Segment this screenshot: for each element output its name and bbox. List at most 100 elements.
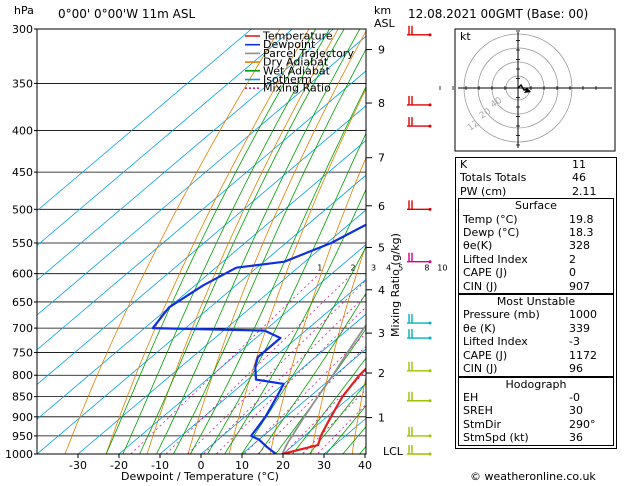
pressure-tick-label: 900 [12, 411, 33, 424]
parcel-trajectory-line [281, 323, 366, 454]
mixing-ratio-line [316, 403, 366, 454]
wet-adiabat [207, 132, 366, 454]
pressure-tick-label: 300 [12, 23, 33, 36]
mixing-ratio-line [257, 345, 366, 454]
surface-row: θe(K) 328 [463, 239, 590, 253]
isotherm [118, 244, 366, 454]
wet-adiabat [139, 29, 345, 454]
wet-adiabat [275, 328, 366, 454]
temperature-tick-label: 10 [235, 459, 249, 472]
hpa-unit-label: hPa [14, 4, 34, 17]
pressure-tick-label: 650 [12, 296, 33, 309]
pressure-tick-label: 1000 [5, 448, 33, 461]
most-unstable-row: Pressure (mb) 1000 [463, 308, 597, 322]
wet-adiabat [325, 405, 366, 454]
wind-barb [407, 95, 432, 107]
surface-title: Surface [515, 199, 557, 213]
height-tick-label: 3 [378, 327, 385, 340]
wet-adiabat [308, 382, 366, 454]
temperature-tick-label: 40 [358, 459, 372, 472]
dry-adiabat [269, 156, 366, 454]
legend-label: Dry Adiabat [263, 56, 329, 69]
legend-label: Parcel Trajectory [263, 47, 354, 60]
mixing-ratio-line [130, 273, 320, 454]
most-unstable-row: CAPE (J) 1172 [463, 348, 597, 362]
surface-row: CAPE (J) 0 [463, 266, 576, 280]
surface-row: Dewp (°C) 18.3 [463, 226, 594, 240]
hodograph: kt 40 20 12 [439, 28, 616, 152]
hodograph-indices-box: Hodograph EH -0 SREH 30 StmDir 290° StmSpd … [458, 376, 614, 446]
isotherm [159, 278, 366, 454]
legend-label: Wet Adiabat [263, 64, 331, 77]
dry-adiabat [310, 244, 366, 454]
wind-barb [407, 117, 432, 128]
mixing-ratio-line [243, 332, 366, 454]
hodograph-row: SREH 30 [463, 404, 583, 418]
wind-barb [407, 391, 432, 403]
km-unit-label: km [374, 4, 391, 17]
isotherm [241, 348, 366, 454]
mixing-ratio-line [215, 306, 366, 454]
legend-label: Temperature [262, 30, 333, 43]
wind-barb [407, 361, 432, 373]
height-tick-label: 6 [378, 200, 385, 213]
temperature-tick-label: 20 [276, 459, 290, 472]
mixing-ratio-label: 8 [424, 264, 429, 273]
dry-adiabat [146, 29, 339, 454]
wind-barb [407, 329, 432, 340]
isotherm [37, 70, 366, 351]
hodograph-unit-label: kt [460, 30, 471, 43]
mixing-ratio-axis-title: Mixing Ratio (g/kg) [389, 233, 402, 337]
mixing-ratio-label: 10 [437, 264, 447, 273]
most-unstable-row: CIN (J) 96 [463, 362, 583, 376]
dry-adiabat [228, 87, 366, 454]
isotherm [37, 29, 252, 212]
surface-row: Lifted Index 2 [463, 252, 576, 266]
dry-adiabat [64, 29, 281, 454]
x-axis-title: Dewpoint / Temperature (°C) [121, 470, 279, 483]
index-row-pw: PW (cm) 2.11 [460, 184, 597, 198]
wet-adiabat [291, 357, 366, 454]
temperature-tick-label: 0 [198, 459, 205, 472]
location-label: 0°00' 0°00'W 11m ASL [58, 7, 196, 21]
wet-adiabat [189, 85, 366, 454]
dry-adiabat [187, 30, 366, 454]
isotherm [37, 105, 366, 386]
legend-label: Mixing Ratio [263, 82, 331, 95]
isotherm [37, 35, 366, 316]
mixing-ratio-line [202, 294, 366, 454]
temperature-tick-label: -20 [110, 459, 128, 472]
height-tick-label: 9 [378, 44, 385, 57]
mixing-ratio-label: 5 [398, 264, 403, 273]
pressure-tick-label: 450 [12, 166, 33, 179]
pressure-tick-label: 500 [12, 203, 33, 216]
dry-adiabat [351, 375, 366, 454]
isotherm [200, 313, 366, 454]
stability-indices-panel: K 11 Totals Totals 46 PW (cm) 2.11 Surface … [455, 157, 617, 449]
wet-adiabat [122, 29, 330, 454]
wind-barb [407, 426, 432, 438]
pressure-tick-label: 750 [12, 346, 33, 359]
wet-adiabat [224, 188, 366, 454]
legend-label: Dewpoint [263, 38, 316, 51]
storm-motion-marker [524, 88, 531, 93]
dry-adiabat [105, 29, 310, 454]
pressure-tick-label: 700 [12, 322, 33, 335]
lcl-label: LCL [383, 445, 404, 458]
temperature-tick-label: -30 [69, 459, 87, 472]
most-unstable-row: θe (K) 339 [463, 321, 590, 335]
wet-adiabat [241, 245, 366, 454]
temperature-line [281, 367, 366, 454]
pressure-tick-label: 850 [12, 391, 33, 404]
wind-barb [407, 252, 432, 264]
temperature-tick-label: -10 [151, 459, 169, 472]
height-tick-label: 8 [378, 97, 385, 110]
mixing-ratio-label: 4 [386, 264, 391, 273]
isotherm [37, 174, 366, 454]
index-row-totals: Totals Totals 46 [460, 171, 586, 185]
pressure-tick-label: 400 [12, 125, 33, 138]
dewpoint-line [151, 223, 366, 454]
isotherm [37, 139, 366, 420]
